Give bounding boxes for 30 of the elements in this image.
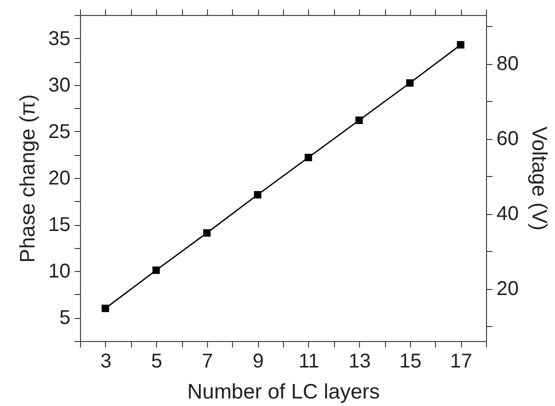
y-tick-label: 10 xyxy=(48,260,70,283)
point xyxy=(203,229,211,237)
x-tick-label: 3 xyxy=(100,350,112,372)
x-tick-label: 13 xyxy=(348,350,371,372)
y2-axis-title: Voltage (V) xyxy=(528,126,551,230)
point xyxy=(254,191,262,198)
point xyxy=(304,154,312,162)
point xyxy=(355,116,363,124)
y2-tick-label: 40 xyxy=(496,203,519,226)
point xyxy=(406,79,414,87)
y-tick-label: 15 xyxy=(48,214,70,236)
y-tick-label: 25 xyxy=(48,120,70,143)
point xyxy=(152,266,160,274)
y-tick-label: 5 xyxy=(59,307,70,330)
y-tick-label: 20 xyxy=(48,168,70,190)
y-tick-label: 35 xyxy=(48,28,70,50)
x-tick-label: 15 xyxy=(399,350,422,372)
x-tick-label: 7 xyxy=(202,350,213,372)
y2-tick-label: 60 xyxy=(496,128,519,150)
y2-tick-label: 20 xyxy=(496,278,519,300)
x-tick-label: 11 xyxy=(298,350,320,372)
x-tick-label: 17 xyxy=(450,350,472,372)
x-tick-label: 5 xyxy=(151,350,162,372)
point xyxy=(456,41,464,49)
point xyxy=(102,304,110,312)
x-tick-label: 9 xyxy=(252,350,264,372)
x-axis-title: Number of LC layers xyxy=(187,380,380,404)
y-axis-title: Phase change (π) xyxy=(16,94,40,263)
y2-tick-label: 80 xyxy=(496,53,519,76)
y-tick-label: 30 xyxy=(48,74,70,96)
